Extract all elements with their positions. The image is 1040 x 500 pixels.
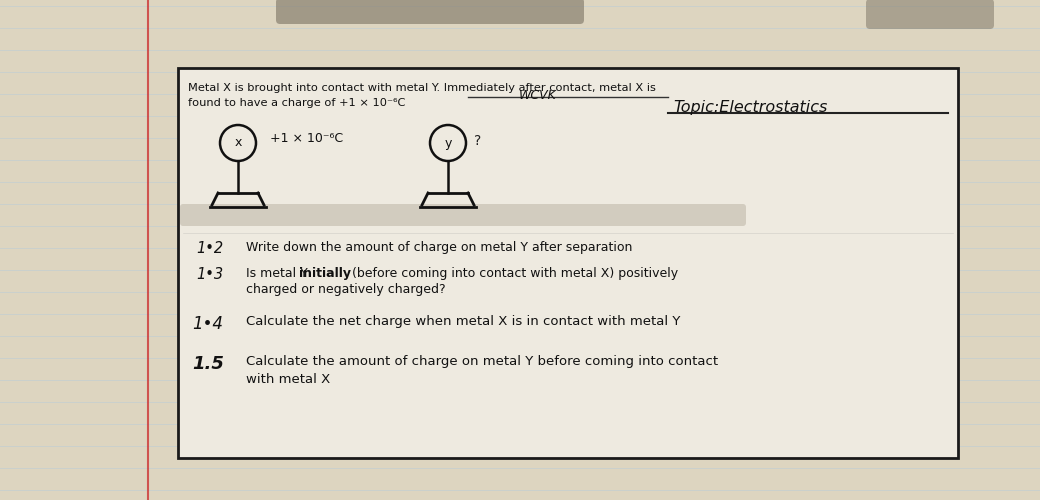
Text: 1•2: 1•2	[196, 241, 224, 256]
Text: +1 × 10⁻⁶C: +1 × 10⁻⁶C	[270, 132, 343, 144]
Text: initially: initially	[298, 267, 350, 280]
Text: 1.5: 1.5	[192, 355, 224, 373]
Text: 1•4: 1•4	[192, 315, 223, 333]
Text: Write down the amount of charge on metal Y after separation: Write down the amount of charge on metal…	[246, 241, 632, 254]
FancyBboxPatch shape	[178, 68, 958, 458]
Text: (before coming into contact with metal X) positively: (before coming into contact with metal X…	[348, 267, 678, 280]
FancyBboxPatch shape	[276, 0, 584, 24]
Text: charged or negatively charged?: charged or negatively charged?	[246, 283, 445, 296]
Text: Calculate the net charge when metal X is in contact with metal Y: Calculate the net charge when metal X is…	[246, 315, 680, 328]
Text: Metal X is brought into contact with metal Y. Immediately after contact, metal X: Metal X is brought into contact with met…	[188, 83, 656, 93]
Text: found to have a charge of +1 × 10⁻⁶C: found to have a charge of +1 × 10⁻⁶C	[188, 98, 406, 108]
Text: x: x	[234, 136, 241, 149]
FancyBboxPatch shape	[866, 0, 994, 29]
Text: with metal X: with metal X	[246, 373, 331, 386]
Text: Is metal Y: Is metal Y	[246, 267, 312, 280]
Text: y: y	[444, 136, 451, 149]
Text: 1•3: 1•3	[196, 267, 224, 282]
Text: Topic:Electrostatics: Topic:Electrostatics	[673, 100, 828, 115]
Text: WCVK: WCVK	[519, 89, 557, 102]
Text: Calculate the amount of charge on metal Y before coming into contact: Calculate the amount of charge on metal …	[246, 355, 719, 368]
FancyBboxPatch shape	[180, 204, 746, 226]
Text: ?: ?	[474, 134, 482, 148]
